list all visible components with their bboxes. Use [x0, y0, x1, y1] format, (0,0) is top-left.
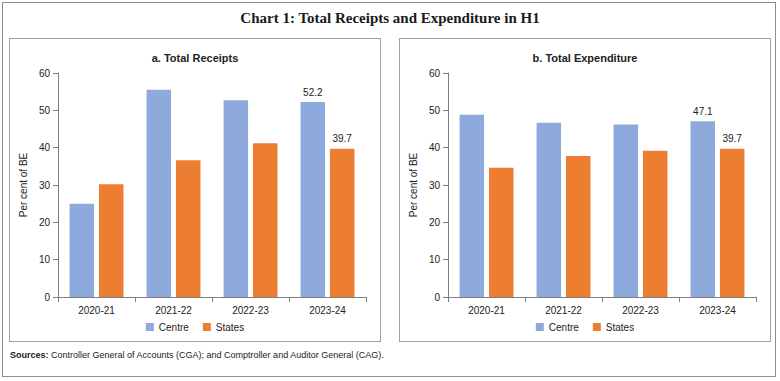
svg-text:Centre: Centre	[549, 322, 579, 333]
svg-text:10: 10	[429, 254, 441, 265]
svg-text:50: 50	[429, 105, 441, 116]
svg-text:2021-22: 2021-22	[155, 305, 192, 316]
svg-text:2023-24: 2023-24	[309, 305, 346, 316]
html-text:Chart 1: Total Receipts and Ex: Chart 1: Total Receipts and Expenditure …	[240, 10, 540, 26]
svg-text:States: States	[606, 322, 634, 333]
svg-text:2022-23: 2022-23	[232, 305, 269, 316]
svg-text:Centre: Centre	[159, 322, 189, 333]
svg-text:2022-23: 2022-23	[622, 305, 659, 316]
svg-text:States: States	[216, 322, 244, 333]
svg-text:2023-24: 2023-24	[699, 305, 736, 316]
svg-text:40: 40	[39, 142, 51, 153]
svg-text:60: 60	[39, 68, 51, 79]
svg-text:2020-21: 2020-21	[78, 305, 115, 316]
svg-text:Per cent of BE: Per cent of BE	[18, 152, 29, 217]
svg-text:20: 20	[39, 217, 51, 228]
svg-text:47.1: 47.1	[693, 106, 713, 117]
svg-text:39.7: 39.7	[332, 133, 352, 144]
svg-text:0: 0	[44, 292, 50, 303]
svg-text:30: 30	[39, 180, 51, 191]
svg-text:30: 30	[429, 180, 441, 191]
svg-text:2020-21: 2020-21	[468, 305, 505, 316]
svg-text:60: 60	[429, 68, 441, 79]
svg-text:Per cent of BE: Per cent of BE	[408, 152, 419, 217]
svg-text:2021-22: 2021-22	[545, 305, 582, 316]
svg-text:50: 50	[39, 105, 51, 116]
svg-text:0: 0	[434, 292, 440, 303]
svg-text:52.2: 52.2	[303, 87, 323, 98]
svg-text:a. Total Receipts: a. Total Receipts	[152, 52, 239, 64]
svg-text:10: 10	[39, 254, 51, 265]
svg-text:20: 20	[429, 217, 441, 228]
html-text:Sources: Controller General of: Sources: Controller General of Accounts …	[10, 350, 384, 360]
svg-text:b. Total Expenditure: b. Total Expenditure	[533, 52, 638, 64]
svg-text:39.7: 39.7	[722, 133, 742, 144]
svg-text:40: 40	[429, 142, 441, 153]
